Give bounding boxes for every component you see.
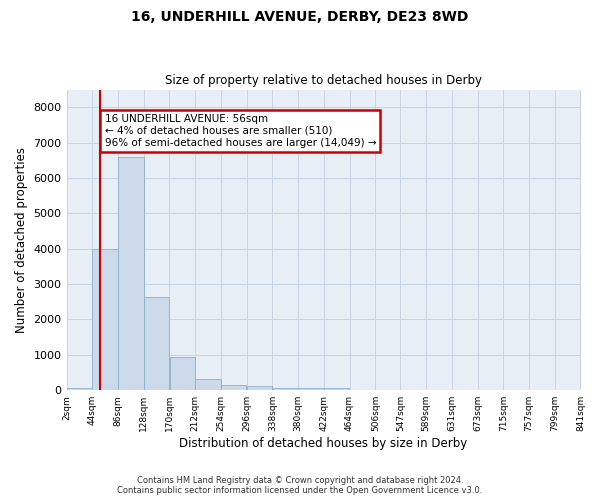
Text: Contains HM Land Registry data © Crown copyright and database right 2024.
Contai: Contains HM Land Registry data © Crown c… (118, 476, 482, 495)
X-axis label: Distribution of detached houses by size in Derby: Distribution of detached houses by size … (179, 437, 467, 450)
Bar (67, 388, 92, 390)
Bar (196, 378, 221, 390)
Bar (272, 388, 298, 390)
Text: 16 UNDERHILL AVENUE: 56sqm
← 4% of detached houses are smaller (510)
96% of semi: 16 UNDERHILL AVENUE: 56sqm ← 4% of detac… (104, 114, 376, 148)
Bar (324, 388, 349, 390)
Bar (144, 297, 169, 390)
Title: Size of property relative to detached houses in Derby: Size of property relative to detached ho… (165, 74, 482, 87)
Y-axis label: Number of detached properties: Number of detached properties (15, 147, 28, 333)
Bar (247, 386, 272, 390)
Bar (170, 356, 195, 390)
Bar (221, 386, 247, 390)
Bar (118, 157, 143, 390)
Text: 16, UNDERHILL AVENUE, DERBY, DE23 8WD: 16, UNDERHILL AVENUE, DERBY, DE23 8WD (131, 10, 469, 24)
Bar (298, 388, 323, 390)
Bar (92, 248, 118, 390)
